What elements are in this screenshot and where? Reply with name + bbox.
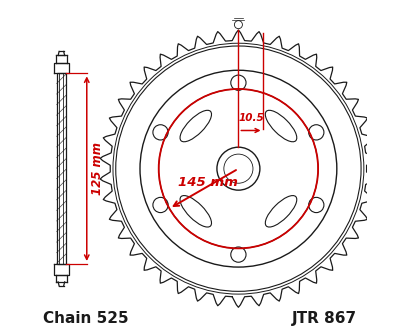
Text: JTR 867: JTR 867 — [292, 311, 357, 326]
Text: 10.5: 10.5 — [239, 113, 265, 123]
Text: Chain 525: Chain 525 — [43, 311, 129, 326]
Text: 145 mm: 145 mm — [178, 176, 238, 188]
Text: 125 mm: 125 mm — [91, 142, 104, 195]
Bar — [57, 73, 66, 264]
Bar — [59, 73, 64, 264]
